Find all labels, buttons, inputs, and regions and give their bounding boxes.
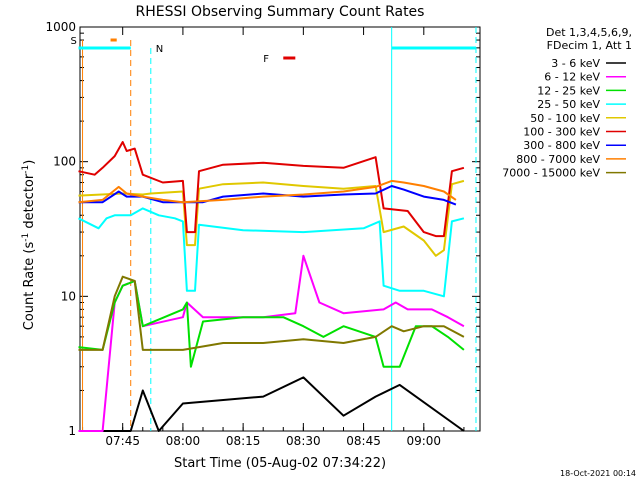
y-axis-label-part2: detector — [22, 173, 37, 233]
timestamp: 18-Oct-2021 00:14 — [560, 469, 636, 478]
series-line — [78, 141, 465, 238]
y-tick-label: 1 — [68, 424, 76, 438]
x-tick-label: 09:00 — [406, 434, 441, 448]
y-axis-label-part3: ) — [22, 160, 37, 165]
series-line — [78, 275, 465, 351]
y-tick-label: 100 — [53, 155, 76, 169]
x-tick-label: 08:45 — [346, 434, 381, 448]
legend-entry-label: 6 - 12 keV — [544, 71, 600, 84]
legend-entry-label: 50 - 100 keV — [530, 112, 600, 125]
series-line — [78, 254, 465, 432]
series-line — [78, 207, 465, 298]
x-tick-label: 08:30 — [286, 434, 321, 448]
y-axis-label-sup1: -1 — [21, 233, 31, 242]
legend: Det 1,3,4,5,6,9,FDecim 1, Att 1 3 - 6 keV… — [502, 26, 632, 180]
flare-label: F — [263, 54, 269, 65]
legend-entry-label: 100 - 300 keV — [523, 126, 600, 139]
legend-header-line: Det 1,3,4,5,6,9, — [546, 26, 632, 39]
y-axis-label: Count Rate (s-1 detector-1) — [21, 160, 37, 331]
legend-entry-label: 800 - 7000 keV — [516, 153, 600, 166]
legend-entry-label: 7000 - 15000 keV — [502, 167, 600, 180]
chart-title: RHESSI Observing Summary Count Rates — [136, 4, 425, 20]
x-tick-label: 07:45 — [105, 434, 140, 448]
saa-label: S — [71, 36, 77, 47]
x-axis-label: Start Time (05-Aug-02 07:34:22) — [174, 456, 386, 471]
legend-header-line: FDecim 1, Att 1 — [547, 39, 632, 52]
series-line — [78, 280, 465, 368]
legend-entry-label: 25 - 50 keV — [537, 98, 600, 111]
series-line — [78, 185, 457, 206]
x-tick-label: 08:00 — [166, 434, 201, 448]
legend-entry-label: 300 - 800 keV — [523, 139, 600, 152]
x-tick-label: 08:15 — [226, 434, 261, 448]
y-axis-label-part1: Count Rate (s — [22, 242, 37, 331]
series-line — [78, 179, 465, 257]
plot-area: 1 10 100 1000 07:45 08:00 08:15 08:30 08:45 09:00… — [45, 20, 481, 448]
y-axis-label-sup2: -1 — [21, 165, 31, 174]
y-tick-label: 10 — [61, 289, 76, 303]
series-line — [78, 179, 457, 204]
night-label: N — [156, 44, 163, 55]
legend-entry-label: 12 - 25 keV — [537, 84, 600, 97]
y-tick-label: 1000 — [45, 20, 76, 34]
legend-entry-label: 3 - 6 keV — [551, 57, 600, 70]
plot-frame — [79, 26, 481, 432]
series-line — [78, 376, 465, 432]
